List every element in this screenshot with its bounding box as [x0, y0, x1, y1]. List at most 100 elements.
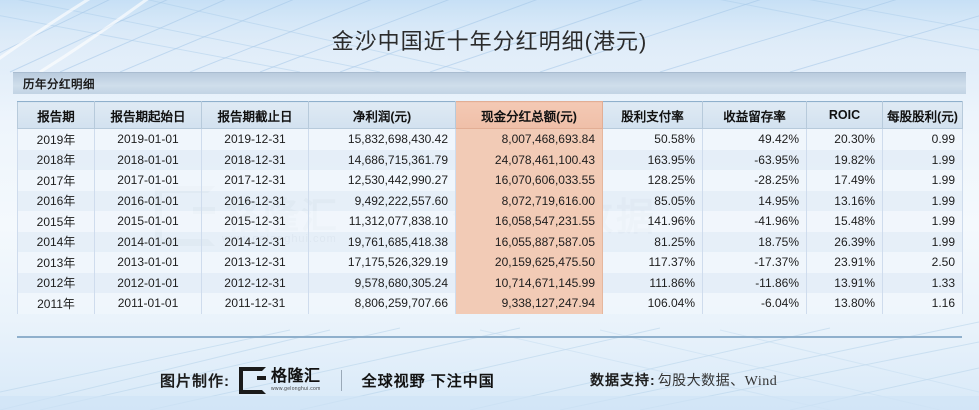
table-cell-r5-c5: 81.25%: [602, 231, 703, 252]
table-cell-r7-c2: 2012-12-31: [201, 272, 309, 293]
table-cell-r7-c6: -11.86%: [702, 272, 807, 293]
table-cell-r2-c4: 16,070,606,033.55: [455, 170, 603, 191]
table-cell-r7-c0: 2012年: [17, 272, 95, 293]
footer-data-source-value: 勾股大数据、Wind: [657, 374, 778, 389]
table-cell-r5-c2: 2014-12-31: [201, 231, 309, 252]
table-cell-r6-c5: 117.37%: [602, 252, 703, 273]
table-cell-r5-c0: 2014年: [17, 231, 95, 252]
table-row: 2015年 2015-01-01 2015-12-31 11,312,077,838.…: [17, 211, 963, 232]
table-cell-r1-c3: 14,686,715,361.79: [308, 149, 456, 170]
table-cell-r8-c6: -6.04%: [702, 293, 807, 314]
table-cell-r3-c0: 2016年: [17, 190, 95, 211]
table-cell-r8-c3: 8,806,259,707.66: [308, 293, 456, 314]
footer-brand-name: 格隆汇: [271, 367, 321, 385]
footer-data-source-label: 数据支持:: [590, 372, 656, 388]
table-cell-r4-c1: 2015-01-01: [94, 211, 202, 232]
table-cell-r0-c7: 20.30%: [806, 128, 883, 150]
table-cell-r0-c4: 8,007,468,693.84: [455, 128, 603, 150]
table-cell-r3-c6: 14.95%: [702, 190, 807, 211]
table-cell-r6-c8: 2.50: [882, 252, 963, 273]
table-cell-r5-c8: 1.99: [882, 231, 963, 252]
table-cell-r0-c8: 0.99: [882, 128, 963, 150]
table-cell-r6-c1: 2013-01-01: [94, 252, 202, 273]
table-header-cell-0: 报告期: [17, 101, 95, 129]
footer-made-by-label: 图片制作:: [160, 372, 230, 390]
table-cell-r7-c4: 10,714,671,145.99: [455, 272, 603, 293]
table-row: 2018年 2018-01-01 2018-12-31 14,686,715,361.…: [17, 149, 963, 170]
table-cell-r5-c7: 26.39%: [806, 231, 883, 252]
table-cell-r0-c5: 50.58%: [602, 128, 703, 150]
table-cell-r8-c5: 106.04%: [602, 293, 703, 314]
table-cell-r8-c7: 13.80%: [806, 293, 883, 314]
table-cell-r1-c4: 24,078,461,100.43: [455, 149, 603, 170]
table-header-cell-2: 报告期截止日: [201, 101, 309, 129]
table-cell-r1-c0: 2018年: [17, 149, 95, 170]
table-header-cell-4: 现金分红总额(元): [455, 101, 603, 129]
table-head: 报告期 报告期起始日 报告期截止日 净利润(元) 现金分红总额(元) 股利支付率 收益留存率…: [17, 101, 963, 129]
table-cell-r5-c4: 16,055,887,587.05: [455, 231, 603, 252]
section-header-bar: 历年分红明细: [13, 72, 966, 94]
table-row: 2017年 2017-01-01 2017-12-31 12,530,442,990.…: [17, 170, 963, 191]
table-cell-r8-c1: 2011-01-01: [94, 293, 202, 314]
table-cell-r6-c0: 2013年: [17, 252, 95, 273]
table-cell-r1-c2: 2018-12-31: [201, 149, 309, 170]
table-cell-r1-c6: -63.95%: [702, 149, 807, 170]
table-cell-r4-c8: 1.99: [882, 211, 963, 232]
footer-brand-url: www.gelonghui.com: [271, 385, 321, 392]
table-cell-r6-c6: -17.37%: [702, 252, 807, 273]
table-cell-r8-c8: 1.16: [882, 293, 963, 314]
dividend-table: 报告期 报告期起始日 报告期截止日 净利润(元) 现金分红总额(元) 股利支付率 收益留存率…: [17, 101, 963, 314]
table-cell-r2-c6: -28.25%: [702, 170, 807, 191]
table-cell-r6-c7: 23.91%: [806, 252, 883, 273]
table-cell-r8-c4: 9,338,127,247.94: [455, 293, 603, 314]
table-cell-r7-c7: 13.91%: [806, 272, 883, 293]
table-cell-r4-c5: 141.96%: [602, 211, 703, 232]
footer-divider: [340, 369, 342, 391]
footer-logo: 格隆汇 www.gelonghui.com: [239, 366, 321, 394]
table-row: 2014年 2014-01-01 2014-12-31 19,761,685,418.…: [17, 231, 963, 252]
table-header-cell-7: ROIC: [806, 101, 883, 129]
table-cell-r4-c3: 11,312,077,838.10: [308, 211, 456, 232]
table-cell-r7-c8: 1.33: [882, 272, 963, 293]
footer-data-source: 数据支持: 勾股大数据、Wind: [590, 370, 777, 390]
table-cell-r3-c1: 2016-01-01: [94, 190, 202, 211]
table-cell-r5-c1: 2014-01-01: [94, 231, 202, 252]
table-body: 2019年 2019-01-01 2019-12-31 15,832,698,430.…: [17, 128, 963, 314]
table-cell-r0-c3: 15,832,698,430.42: [308, 128, 456, 150]
table-header-cell-5: 股利支付率: [602, 101, 703, 129]
table-cell-r7-c1: 2012-01-01: [94, 272, 202, 293]
footer-slogan: 全球视野 下注中国: [361, 372, 495, 390]
table-header-cell-1: 报告期起始日: [94, 101, 202, 129]
table-header-cell-6: 收益留存率: [702, 101, 807, 129]
table-cell-r0-c1: 2019-01-01: [94, 128, 202, 150]
footer-logo-text: 格隆汇 www.gelonghui.com: [271, 367, 321, 392]
table-cell-r2-c0: 2017年: [17, 170, 95, 191]
table-cell-r1-c8: 1.99: [882, 149, 963, 170]
table-cell-r4-c4: 16,058,547,231.55: [455, 211, 603, 232]
table-bottom-rule: [17, 336, 962, 338]
gelonghui-logo-icon: [239, 366, 266, 394]
footer-credit: 图片制作: 格隆汇 www.gelonghui.com 全球视野 下注中国: [160, 366, 495, 394]
table-cell-r2-c5: 128.25%: [602, 170, 703, 191]
table-cell-r0-c6: 49.42%: [702, 128, 807, 150]
table-row: 2013年 2013-01-01 2013-12-31 17,175,526,329.…: [17, 252, 963, 273]
table-cell-r3-c7: 13.16%: [806, 190, 883, 211]
table-header-cell-8: 每股股利(元): [882, 101, 963, 129]
table-header-cell-3: 净利润(元): [308, 101, 456, 129]
table-cell-r7-c5: 111.86%: [602, 272, 703, 293]
table-header-row: 报告期 报告期起始日 报告期截止日 净利润(元) 现金分红总额(元) 股利支付率 收益留存率…: [17, 101, 963, 129]
table-cell-r0-c0: 2019年: [17, 128, 95, 150]
table-cell-r6-c2: 2013-12-31: [201, 252, 309, 273]
table-row: 2019年 2019-01-01 2019-12-31 15,832,698,430.…: [17, 128, 963, 150]
page-title: 金沙中国近十年分红明细(港元): [331, 29, 648, 54]
table-cell-r5-c3: 19,761,685,418.38: [308, 231, 456, 252]
table-cell-r8-c0: 2011年: [17, 293, 95, 314]
table-cell-r3-c8: 1.99: [882, 190, 963, 211]
table-row: 2011年 2011-01-01 2011-12-31 8,806,259,707.6…: [17, 293, 963, 314]
table-cell-r4-c7: 15.48%: [806, 211, 883, 232]
table-cell-r6-c3: 17,175,526,329.19: [308, 252, 456, 273]
table-cell-r3-c2: 2016-12-31: [201, 190, 309, 211]
table-row: 2012年 2012-01-01 2012-12-31 9,578,680,305.2…: [17, 272, 963, 293]
dividend-table-wrap: 报告期 报告期起始日 报告期截止日 净利润(元) 现金分红总额(元) 股利支付率 收益留存率…: [17, 101, 963, 314]
